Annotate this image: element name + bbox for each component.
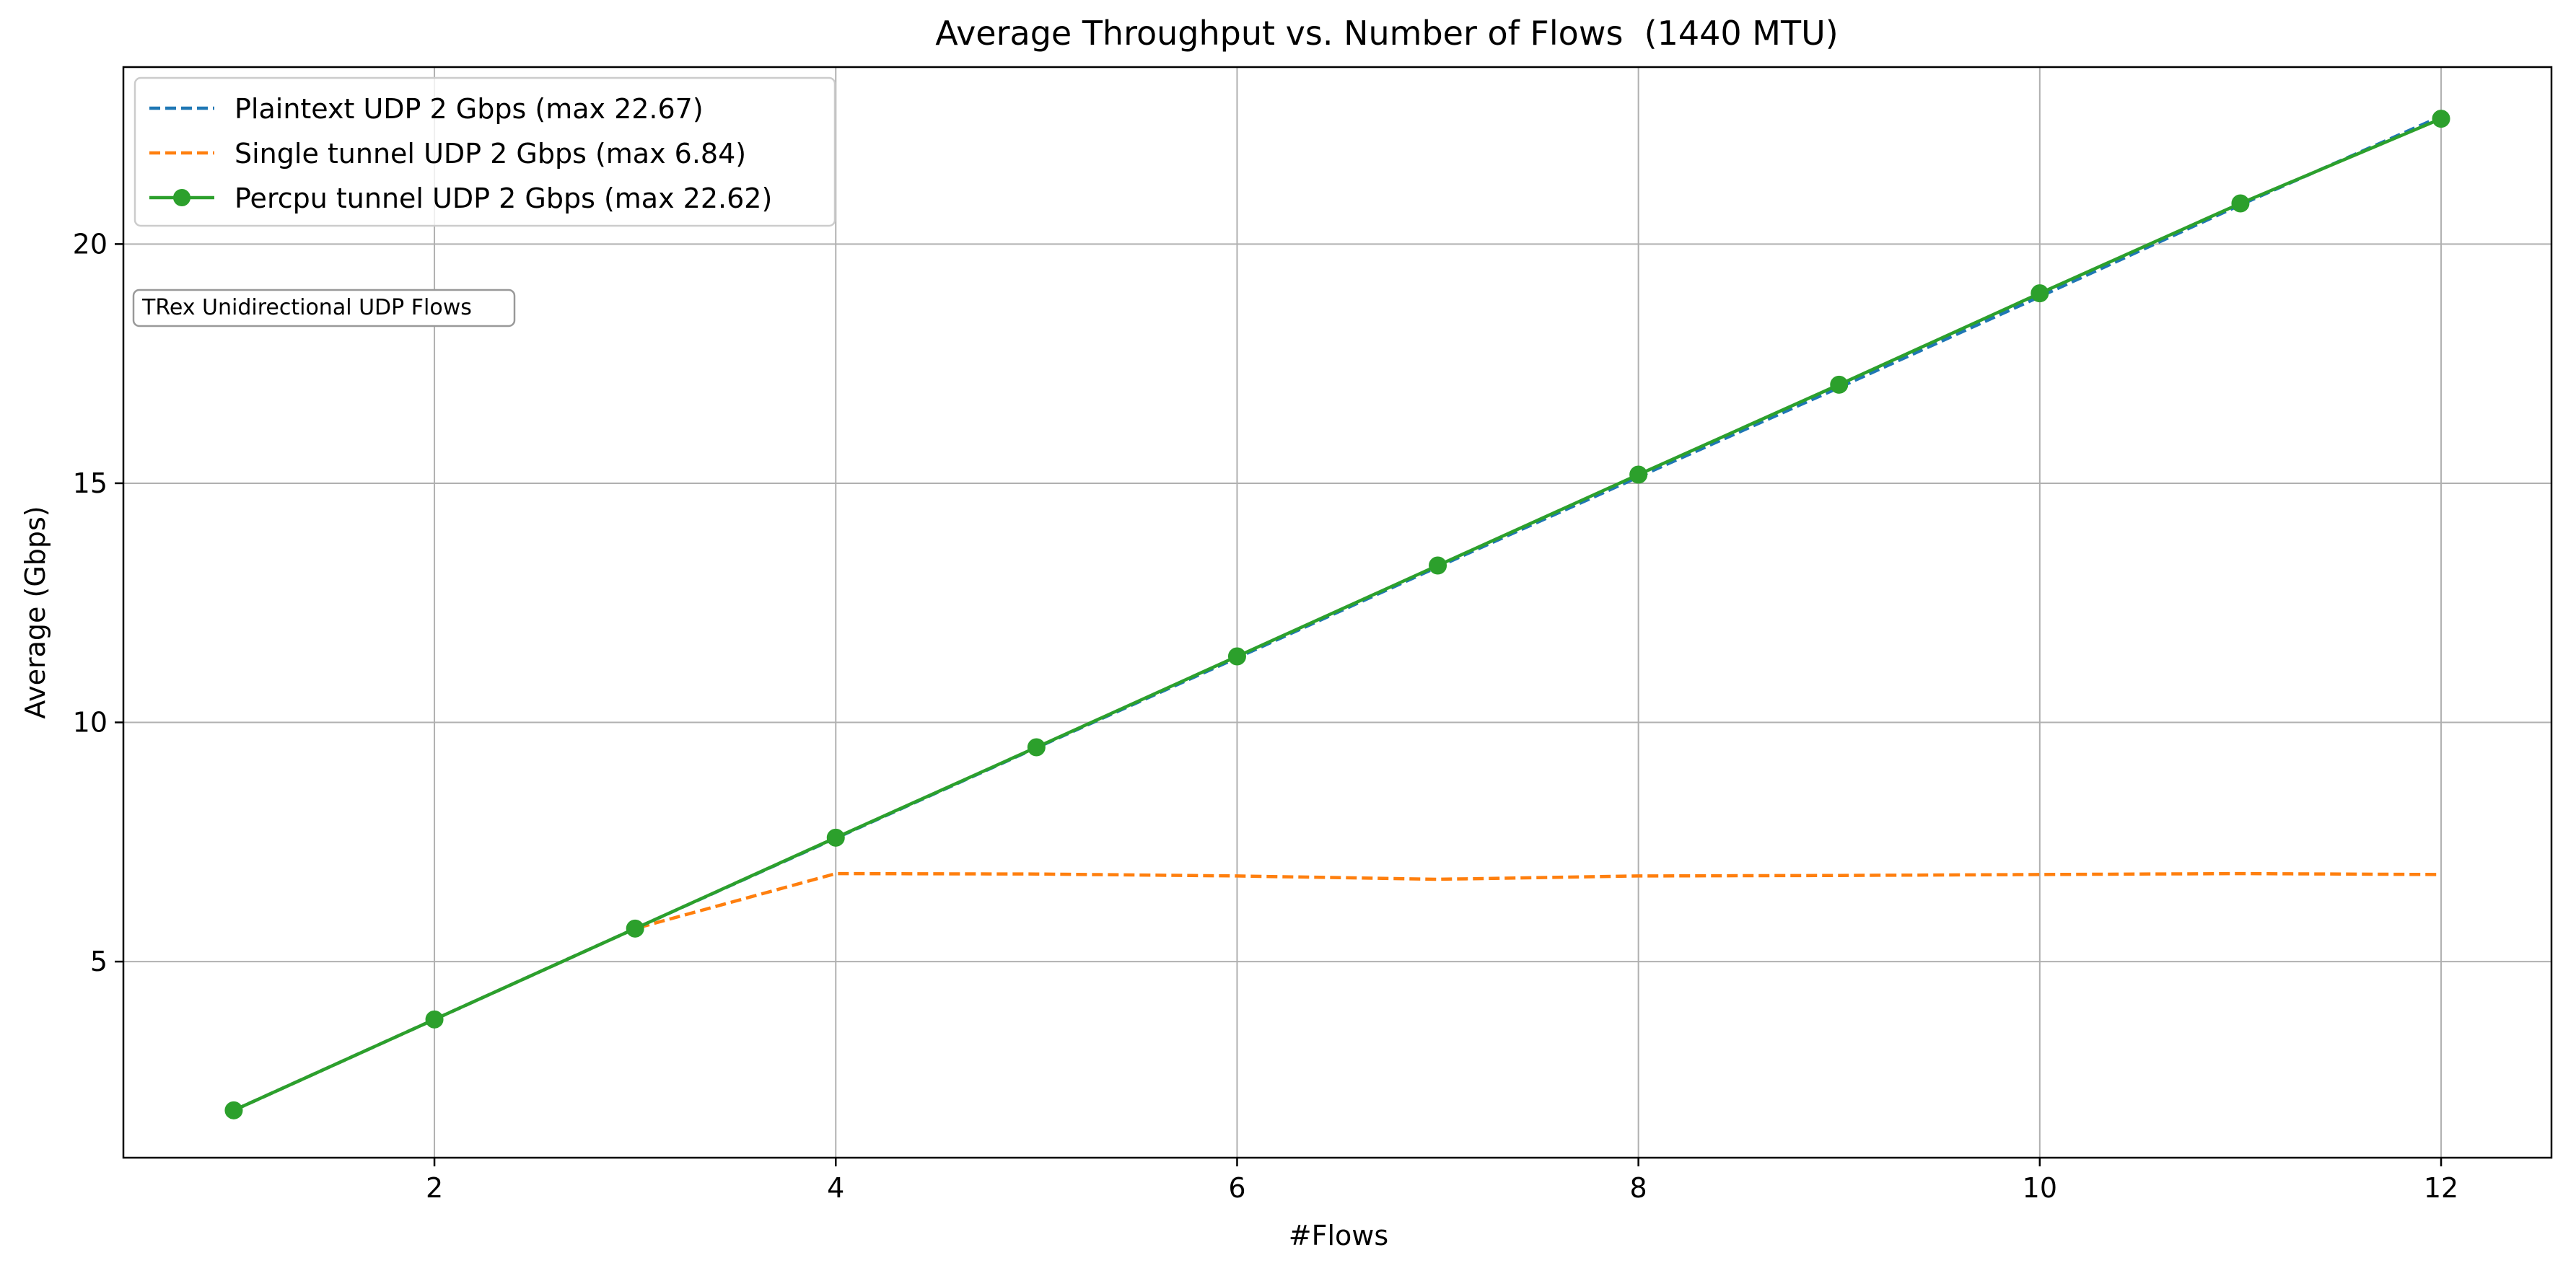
x-tick-label: 4 — [827, 1172, 844, 1204]
series-point — [2030, 284, 2049, 303]
x-tick-label: 2 — [426, 1172, 443, 1204]
series-point — [1027, 738, 1046, 757]
annotation: TRex Unidirectional UDP Flows — [132, 289, 516, 327]
x-tick-label: 8 — [1630, 1172, 1647, 1204]
legend-swatch-marker — [173, 189, 190, 206]
legend-label: Plaintext UDP 2 Gbps (max 22.67) — [235, 93, 704, 125]
series-point — [1227, 647, 1246, 666]
axis-ticks: 2 4 6 8 10 12 5 10 15 20 — [73, 228, 2459, 1204]
x-axis-label: #Flows — [1289, 1220, 1388, 1251]
series-line-2 — [233, 117, 2442, 1112]
series-lines — [224, 110, 2450, 1119]
series-point — [2432, 110, 2450, 128]
x-tick-label: 6 — [1228, 1172, 1245, 1204]
series-point — [1830, 375, 1849, 394]
series-point — [2231, 194, 2250, 213]
legend-box — [133, 76, 836, 227]
y-tick-label: 15 — [73, 467, 108, 499]
legend-label: Percpu tunnel UDP 2 Gbps (max 22.62) — [235, 182, 772, 214]
y-tick-label: 10 — [73, 707, 108, 739]
chart-title: Average Throughput vs. Number of Flows (… — [935, 14, 1838, 53]
series-point — [1629, 465, 1648, 484]
annotation-box — [132, 289, 516, 327]
y-tick-label: 20 — [73, 228, 108, 260]
y-tick-label: 5 — [90, 946, 108, 977]
x-tick-label: 10 — [2023, 1172, 2057, 1204]
legend: Plaintext UDP 2 Gbps (max 22.67) Single t… — [133, 76, 836, 227]
annotation-text: TRex Unidirectional UDP Flows — [141, 295, 472, 320]
series-point — [224, 1101, 243, 1119]
legend-label: Single tunnel UDP 2 Gbps (max 6.84) — [235, 138, 746, 170]
series-point — [626, 919, 644, 938]
series-point — [1429, 556, 1447, 575]
plot-frame — [122, 66, 2553, 1159]
series-point — [826, 828, 845, 847]
series-point — [425, 1010, 444, 1029]
x-tick-label: 12 — [2424, 1172, 2458, 1204]
y-axis-label: Average (Gbps) — [19, 506, 51, 718]
